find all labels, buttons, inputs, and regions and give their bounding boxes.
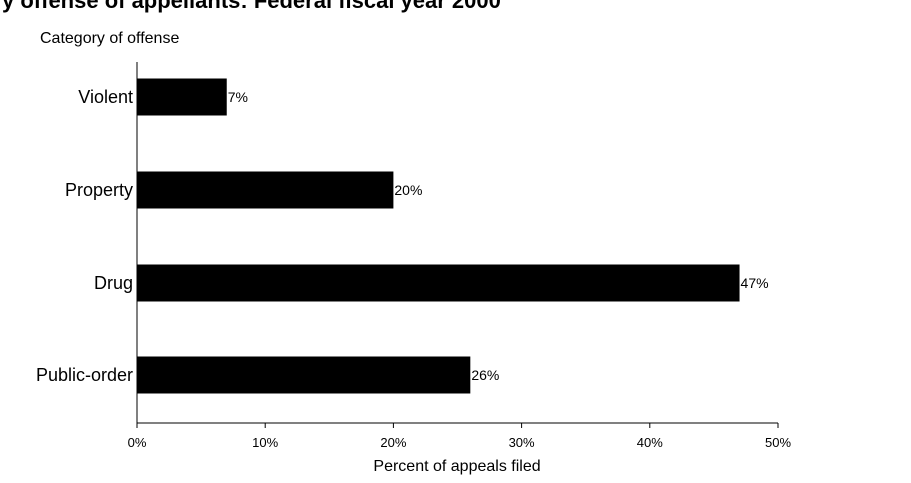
value-label-public-order: 26% (471, 367, 499, 383)
value-labels-layer: 7% 20% 47% 26% (228, 89, 769, 383)
x-tick-label: 10% (252, 435, 278, 450)
x-tick-label: 20% (380, 435, 406, 450)
category-label-drug: Drug (94, 273, 133, 293)
category-label-violent: Violent (78, 87, 133, 107)
y-axis-title: Category of offense (40, 30, 179, 47)
chart-title: y offense of appellants: Federal fiscal … (2, 0, 501, 13)
x-tick-label: 40% (637, 435, 663, 450)
category-label-property: Property (65, 180, 133, 200)
bar-drug (137, 264, 740, 302)
bar-public-order (137, 356, 471, 394)
value-label-property: 20% (394, 182, 422, 198)
x-tick-label: 30% (509, 435, 535, 450)
bars-layer (137, 78, 740, 394)
axes-layer (136, 62, 778, 424)
category-labels-layer: Violent Property Drug Public-order (36, 87, 133, 385)
value-label-drug: 47% (741, 275, 769, 291)
ticks-layer: 0% 10% 20% 30% 40% 50% (128, 423, 791, 450)
category-label-public-order: Public-order (36, 365, 133, 385)
x-tick-label: 0% (128, 435, 147, 450)
bar-property (137, 171, 394, 209)
x-axis-title: Percent of appeals filed (373, 458, 540, 475)
value-label-violent: 7% (228, 89, 248, 105)
bar-violent (137, 78, 227, 116)
x-tick-label: 50% (765, 435, 791, 450)
